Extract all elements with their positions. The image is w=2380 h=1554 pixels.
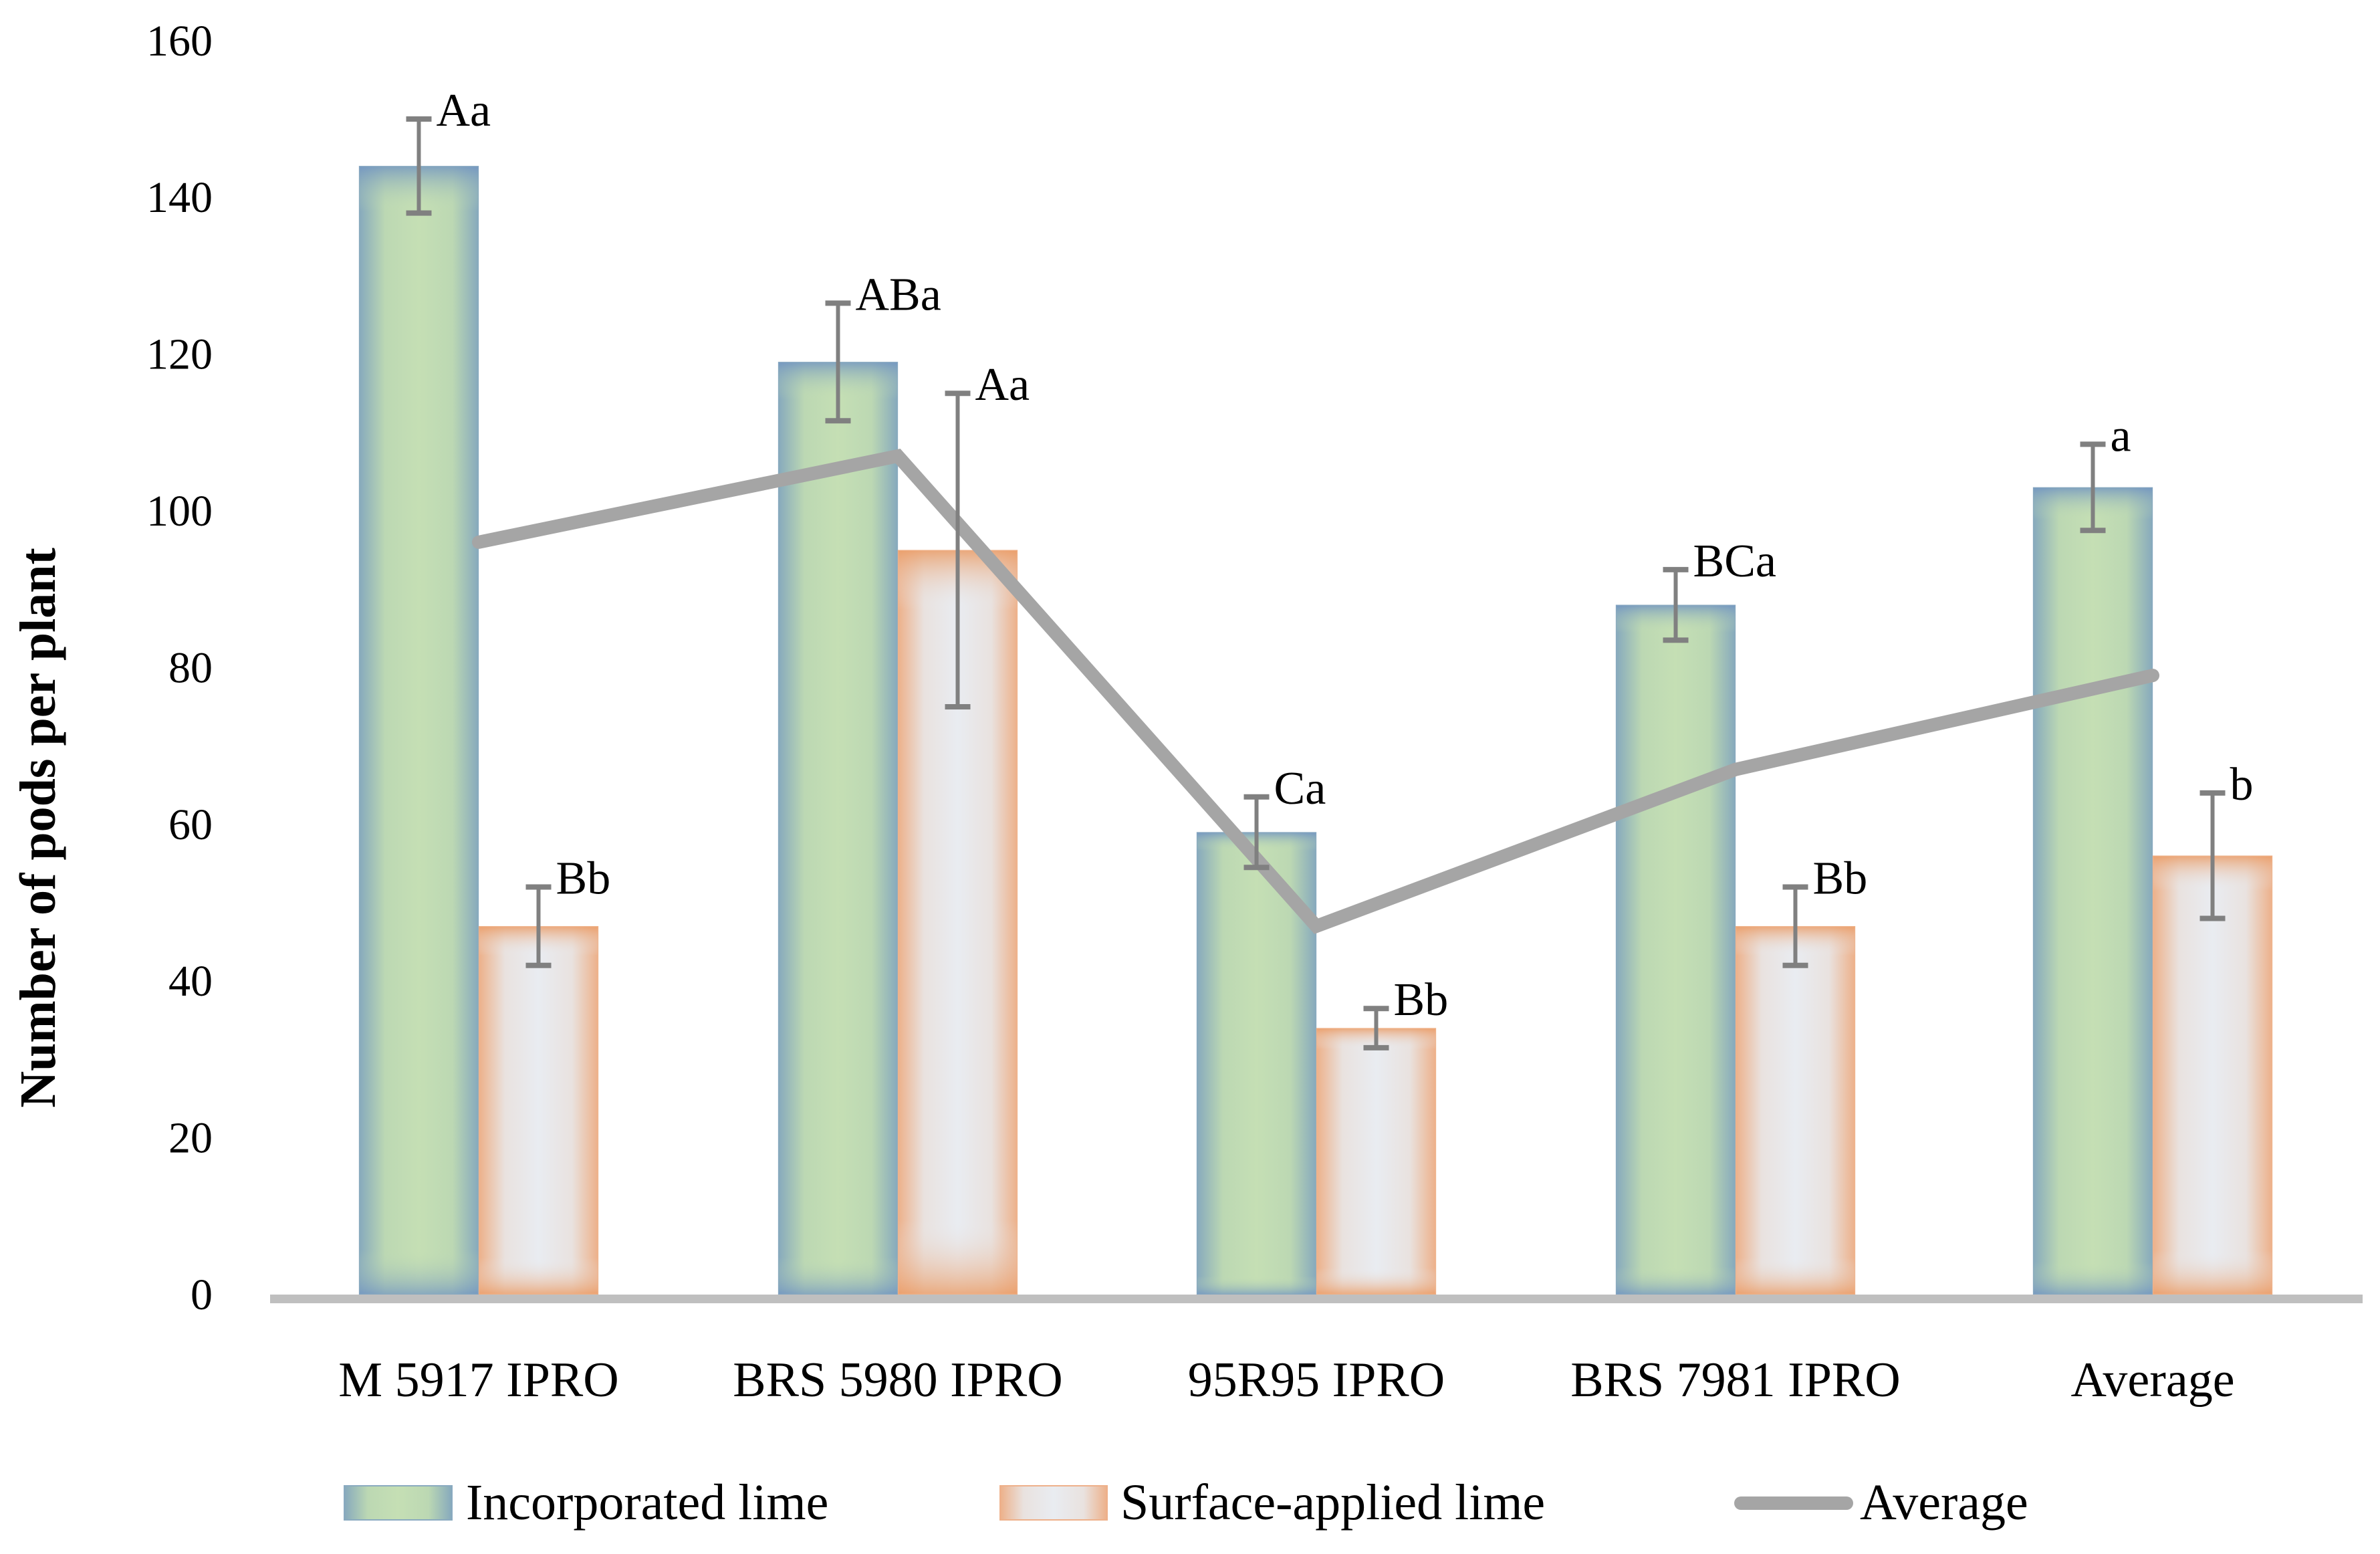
significance-label: Aa xyxy=(975,359,1030,411)
error-bar xyxy=(1243,794,1270,871)
y-tick-label: 60 xyxy=(168,800,213,849)
bar-surface-0 xyxy=(478,925,599,1295)
error-bar xyxy=(1782,884,1808,968)
error-bar xyxy=(1663,566,1689,643)
bar-incorporated-3 xyxy=(1615,604,1736,1295)
significance-label: Bb xyxy=(1394,974,1449,1026)
bars xyxy=(358,166,2273,1295)
y-tick-label: 80 xyxy=(168,643,213,692)
bar-surface-1 xyxy=(897,550,1018,1295)
bar-incorporated-2 xyxy=(1196,832,1317,1295)
legend-swatch-green-icon xyxy=(344,1485,453,1521)
y-axis-ticks: 0 20 40 60 80 100 120 140 160 xyxy=(146,17,213,1319)
legend-item-surface-applied-lime: Surface-applied lime xyxy=(999,1474,1545,1531)
x-category-label: BRS 7981 IPRO xyxy=(1570,1353,1900,1408)
error-bar xyxy=(525,884,552,968)
y-tick-label: 140 xyxy=(146,173,213,222)
legend: Incorporated lime Surface-applied lime A… xyxy=(344,1474,2028,1531)
y-axis-title: Number of pods per plant xyxy=(10,548,66,1108)
bar-incorporated-1 xyxy=(778,362,899,1295)
x-category-label: Average xyxy=(2070,1353,2234,1408)
y-tick-label: 100 xyxy=(146,487,213,536)
bar-incorporated-0 xyxy=(358,166,479,1295)
y-tick-label: 120 xyxy=(146,330,213,379)
x-category-label: BRS 5980 IPRO xyxy=(733,1353,1062,1408)
legend-item-average: Average xyxy=(1734,1474,2028,1531)
legend-label: Average xyxy=(1860,1474,2028,1531)
x-category-label: M 5917 IPRO xyxy=(338,1353,618,1408)
error-bar xyxy=(945,391,971,709)
legend-item-incorporated-lime: Incorporated lime xyxy=(344,1474,828,1531)
significance-label: Bb xyxy=(556,853,611,905)
legend-label: Incorporated lime xyxy=(466,1474,828,1531)
significance-label: b xyxy=(2230,759,2254,810)
error-bar xyxy=(2199,790,2226,921)
error-bars xyxy=(406,116,2226,1050)
error-bar xyxy=(2080,441,2106,534)
legend-label: Surface-applied lime xyxy=(1120,1474,1545,1531)
significance-label: Ca xyxy=(1274,763,1326,814)
y-tick-label: 20 xyxy=(168,1114,213,1163)
error-bar xyxy=(825,300,851,424)
significance-label: Aa xyxy=(437,85,491,136)
y-tick-label: 40 xyxy=(168,957,213,1006)
significance-labels: Aa Bb ABa Aa Ca Bb BCa Bb a b xyxy=(437,85,2254,1026)
x-axis-labels: M 5917 IPRO BRS 5980 IPRO 95R95 IPRO BRS 79… xyxy=(338,1353,2234,1408)
bar-surface-4 xyxy=(2152,855,2273,1295)
bar-surface-2 xyxy=(1316,1028,1437,1295)
error-bar xyxy=(1363,1006,1389,1050)
y-tick-label: 0 xyxy=(191,1270,213,1319)
average-line xyxy=(472,449,2159,934)
bar-incorporated-4 xyxy=(2032,487,2153,1295)
legend-swatch-orange-icon xyxy=(999,1485,1108,1521)
significance-label: ABa xyxy=(856,269,941,320)
x-category-label: 95R95 IPRO xyxy=(1188,1353,1445,1408)
error-bar xyxy=(406,116,432,216)
bar-surface-3 xyxy=(1735,925,1856,1295)
significance-label: a xyxy=(2111,410,2131,461)
significance-label: BCa xyxy=(1693,536,1776,587)
significance-label: Bb xyxy=(1813,853,1868,905)
x-axis-line xyxy=(270,1295,2363,1303)
y-tick-label: 160 xyxy=(146,17,213,66)
